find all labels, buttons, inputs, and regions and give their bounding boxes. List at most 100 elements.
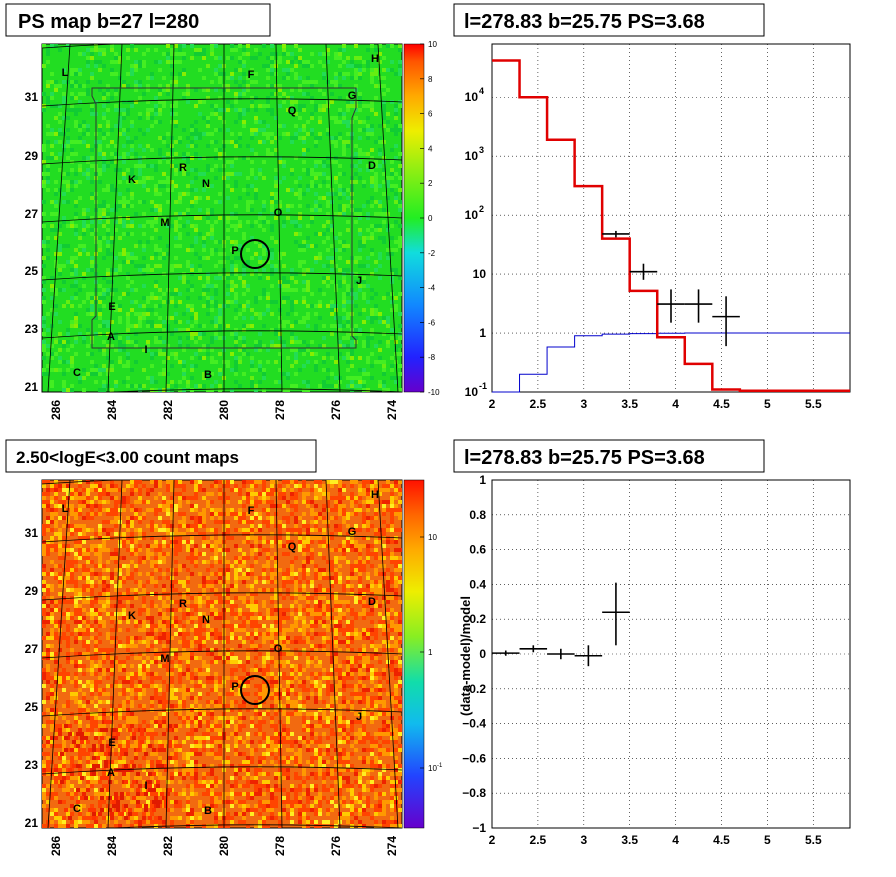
map-pixel: [194, 132, 198, 136]
map-pixel: [250, 604, 254, 608]
map-pixel: [294, 180, 298, 184]
map-pixel: [142, 224, 146, 228]
map-pixel: [50, 588, 54, 592]
map-pixel: [294, 484, 298, 488]
map-pixel: [46, 572, 50, 576]
map-pixel: [366, 264, 370, 268]
map-pixel: [302, 544, 306, 548]
map-pixel: [118, 348, 122, 352]
map-pixel: [134, 568, 138, 572]
map-pixel: [190, 200, 194, 204]
map-pixel: [138, 172, 142, 176]
map-pixel: [250, 104, 254, 108]
map-pixel: [262, 120, 266, 124]
map-pixel: [234, 92, 238, 96]
map-pixel: [106, 604, 110, 608]
map-pixel: [394, 104, 398, 108]
map-pixel: [166, 640, 170, 644]
map-pixel: [286, 484, 290, 488]
map-pixel: [302, 608, 306, 612]
map-pixel: [66, 140, 70, 144]
map-pixel: [346, 624, 350, 628]
map-pixel: [142, 624, 146, 628]
map-pixel: [306, 388, 310, 392]
map-pixel: [322, 104, 326, 108]
map-pixel: [102, 604, 106, 608]
map-pixel: [286, 628, 290, 632]
map-pixel: [226, 364, 230, 368]
map-pixel: [126, 484, 130, 488]
map-pixel: [194, 600, 198, 604]
map-pixel: [266, 132, 270, 136]
map-pixel: [122, 248, 126, 252]
map-pixel: [154, 508, 158, 512]
map-pixel: [106, 232, 110, 236]
map-pixel: [394, 144, 398, 148]
map-pixel: [54, 576, 58, 580]
map-pixel: [382, 192, 386, 196]
map-pixel: [174, 172, 178, 176]
map-pixel: [386, 616, 390, 620]
map-pixel: [338, 184, 342, 188]
map-pixel: [354, 564, 358, 568]
map-pixel: [298, 540, 302, 544]
map-pixel: [74, 268, 78, 272]
map-pixel: [322, 492, 326, 496]
map-pixel: [198, 136, 202, 140]
map-pixel: [138, 224, 142, 228]
map-pixel: [262, 216, 266, 220]
map-pixel: [202, 496, 206, 500]
x-tick-label: 2.5: [530, 397, 547, 411]
map-pixel: [362, 236, 366, 240]
map-pixel: [318, 120, 322, 124]
map-pixel: [366, 508, 370, 512]
map-pixel: [314, 108, 318, 112]
map-pixel: [274, 184, 278, 188]
map-pixel: [142, 628, 146, 632]
map-pixel: [194, 560, 198, 564]
map-pixel: [298, 188, 302, 192]
map-pixel: [270, 628, 274, 632]
map-pixel: [214, 592, 218, 596]
map-pixel: [254, 220, 258, 224]
map-pixel: [250, 620, 254, 624]
map-pixel: [246, 500, 250, 504]
map-pixel: [206, 208, 210, 212]
map-pixel: [46, 312, 50, 316]
map-pixel: [82, 488, 86, 492]
map-pixel: [258, 104, 262, 108]
map-pixel: [338, 240, 342, 244]
map-pixel: [82, 248, 86, 252]
map-pixel: [358, 508, 362, 512]
map-pixel: [342, 548, 346, 552]
map-pixel: [378, 528, 382, 532]
map-pixel: [342, 112, 346, 116]
map-pixel: [278, 160, 282, 164]
map-pixel: [338, 284, 342, 288]
map-pixel: [118, 200, 122, 204]
map-pixel: [70, 560, 74, 564]
map-pixel: [262, 520, 266, 524]
map-pixel: [126, 600, 130, 604]
map-pixel: [50, 380, 54, 384]
map-pixel: [78, 304, 82, 308]
map-pixel: [218, 388, 222, 392]
map-pixel: [214, 304, 218, 308]
map-pixel: [290, 300, 294, 304]
map-pixel: [114, 556, 118, 560]
map-pixel: [314, 136, 318, 140]
map-pixel: [334, 504, 338, 508]
source-label: K: [128, 174, 136, 186]
map-pixel: [226, 284, 230, 288]
map-pixel: [250, 568, 254, 572]
map-pixel: [358, 72, 362, 76]
map-pixel: [382, 572, 386, 576]
map-pixel: [330, 304, 334, 308]
map-pixel: [122, 252, 126, 256]
map-pixel: [234, 584, 238, 588]
map-pixel: [62, 388, 66, 392]
map-pixel: [110, 72, 114, 76]
map-pixel: [370, 320, 374, 324]
map-pixel: [74, 584, 78, 588]
